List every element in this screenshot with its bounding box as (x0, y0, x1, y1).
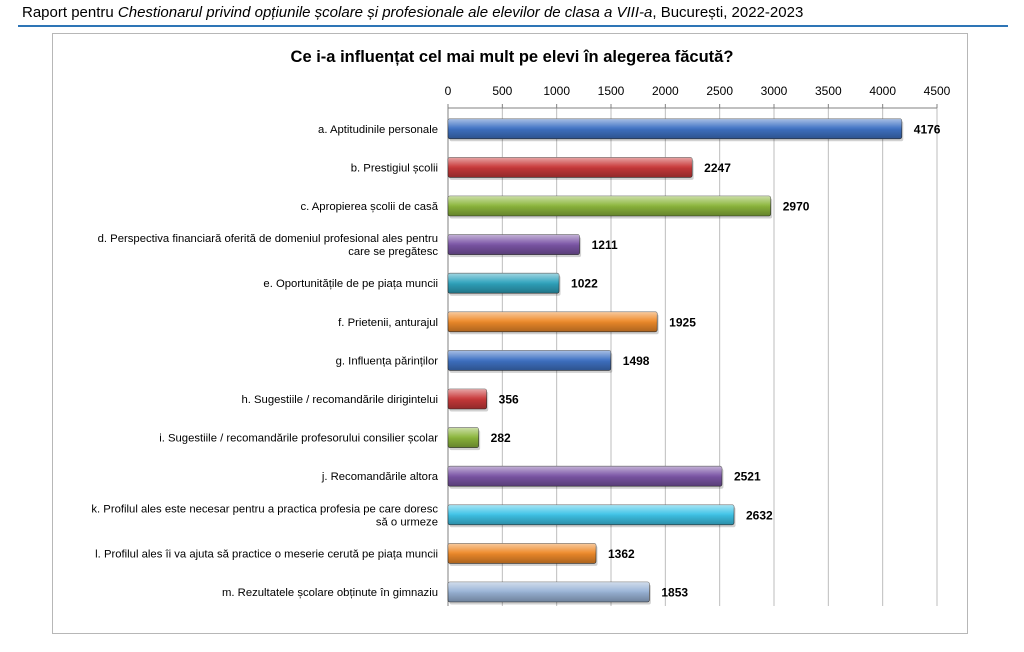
bar-highlight (448, 389, 487, 409)
category-label-line: g. Influența părinților (336, 355, 439, 367)
category-label-line: să o urmeze (376, 516, 438, 528)
x-tick-label: 1000 (543, 84, 570, 98)
data-label: 1925 (669, 315, 696, 329)
category-label-line: e. Oportunitățile de pe piața muncii (263, 278, 438, 290)
category-label-line: l. Profilul ales îi va ajuta să practice… (95, 548, 438, 560)
bar-highlight (448, 234, 580, 255)
data-label: 2970 (783, 200, 810, 214)
category-label: b. Prestigiul școlii (351, 162, 438, 174)
category-label-line: f. Prietenii, anturajul (338, 317, 438, 329)
data-label: 2247 (704, 161, 731, 175)
bar-highlight (448, 118, 902, 139)
category-label: k. Profilul ales este necesar pentru a p… (91, 503, 438, 528)
bar-highlight (448, 466, 722, 487)
data-label: 2521 (734, 470, 761, 484)
header-suffix: , București, 2022-2023 (652, 4, 804, 21)
category-label-line: i. Sugestiile / recomandările profesorul… (159, 433, 438, 445)
category-label-line: j. Recomandările altora (321, 471, 439, 483)
x-tick-label: 500 (492, 84, 512, 98)
x-tick-label: 0 (445, 84, 452, 98)
bar-highlight (448, 582, 650, 602)
bar-highlight (448, 273, 560, 294)
data-label: 282 (491, 431, 511, 445)
bar-highlight (448, 196, 771, 216)
category-label-line: m. Rezultatele școlare obținute în gimna… (222, 587, 438, 599)
category-label: g. Influența părinților (336, 355, 439, 367)
bar-highlight (448, 504, 735, 525)
bar-highlight (448, 350, 611, 371)
category-label: h. Sugestiile / recomandările dirigintel… (241, 394, 438, 406)
category-label: e. Oportunitățile de pe piața muncii (263, 278, 438, 290)
x-tick-label: 3000 (761, 84, 788, 98)
x-tick-label: 2500 (706, 84, 733, 98)
header-survey-name: Chestionarul privind opțiunile școlare ș… (117, 4, 653, 21)
category-label: d. Perspectiva financiară oferită de dom… (98, 233, 439, 258)
category-label: c. Apropierea școlii de casă (300, 201, 438, 213)
category-label: i. Sugestiile / recomandările profesorul… (159, 433, 438, 445)
data-label: 356 (499, 393, 519, 407)
data-label: 1498 (623, 354, 650, 368)
header-prefix: Raport pentru (22, 4, 118, 21)
category-label-line: c. Apropierea școlii de casă (300, 201, 438, 213)
data-label: 1211 (592, 238, 618, 252)
category-label-line: a. Aptitudinile personale (318, 124, 438, 136)
category-label: f. Prietenii, anturajul (338, 317, 438, 329)
category-label-line: h. Sugestiile / recomandările dirigintel… (241, 394, 438, 406)
header-divider (18, 25, 1008, 27)
bar-highlight (448, 427, 479, 448)
bar-highlight (448, 157, 693, 178)
category-label-line: d. Perspectiva financiară oferită de dom… (98, 233, 438, 245)
category-label: j. Recomandările altora (321, 471, 439, 483)
category-label: a. Aptitudinile personale (318, 124, 438, 136)
bar-highlight (448, 543, 597, 564)
category-label: m. Rezultatele școlare obținute în gimna… (222, 587, 438, 599)
x-tick-label: 4000 (869, 84, 896, 98)
category-label-line: b. Prestigiul școlii (351, 162, 438, 174)
data-label: 2632 (746, 508, 773, 522)
chart-title: Ce i-a influențat cel mai mult pe elevi … (291, 48, 734, 66)
bar-highlight (448, 311, 658, 332)
data-label: 1022 (571, 277, 598, 291)
category-label: l. Profilul ales îi va ajuta să practice… (95, 548, 438, 560)
category-label-line: k. Profilul ales este necesar pentru a p… (91, 503, 438, 515)
x-tick-label: 1500 (598, 84, 625, 98)
x-tick-label: 3500 (815, 84, 842, 98)
data-label: 1853 (661, 586, 688, 600)
data-label: 1362 (608, 547, 635, 561)
page-header: Raport pentru Chestionarul privind opțiu… (22, 4, 1007, 21)
x-tick-label: 2000 (652, 84, 679, 98)
x-tick-label: 4500 (924, 84, 951, 98)
category-label-line: care se pregătesc (348, 246, 438, 258)
data-label: 4176 (914, 122, 941, 136)
